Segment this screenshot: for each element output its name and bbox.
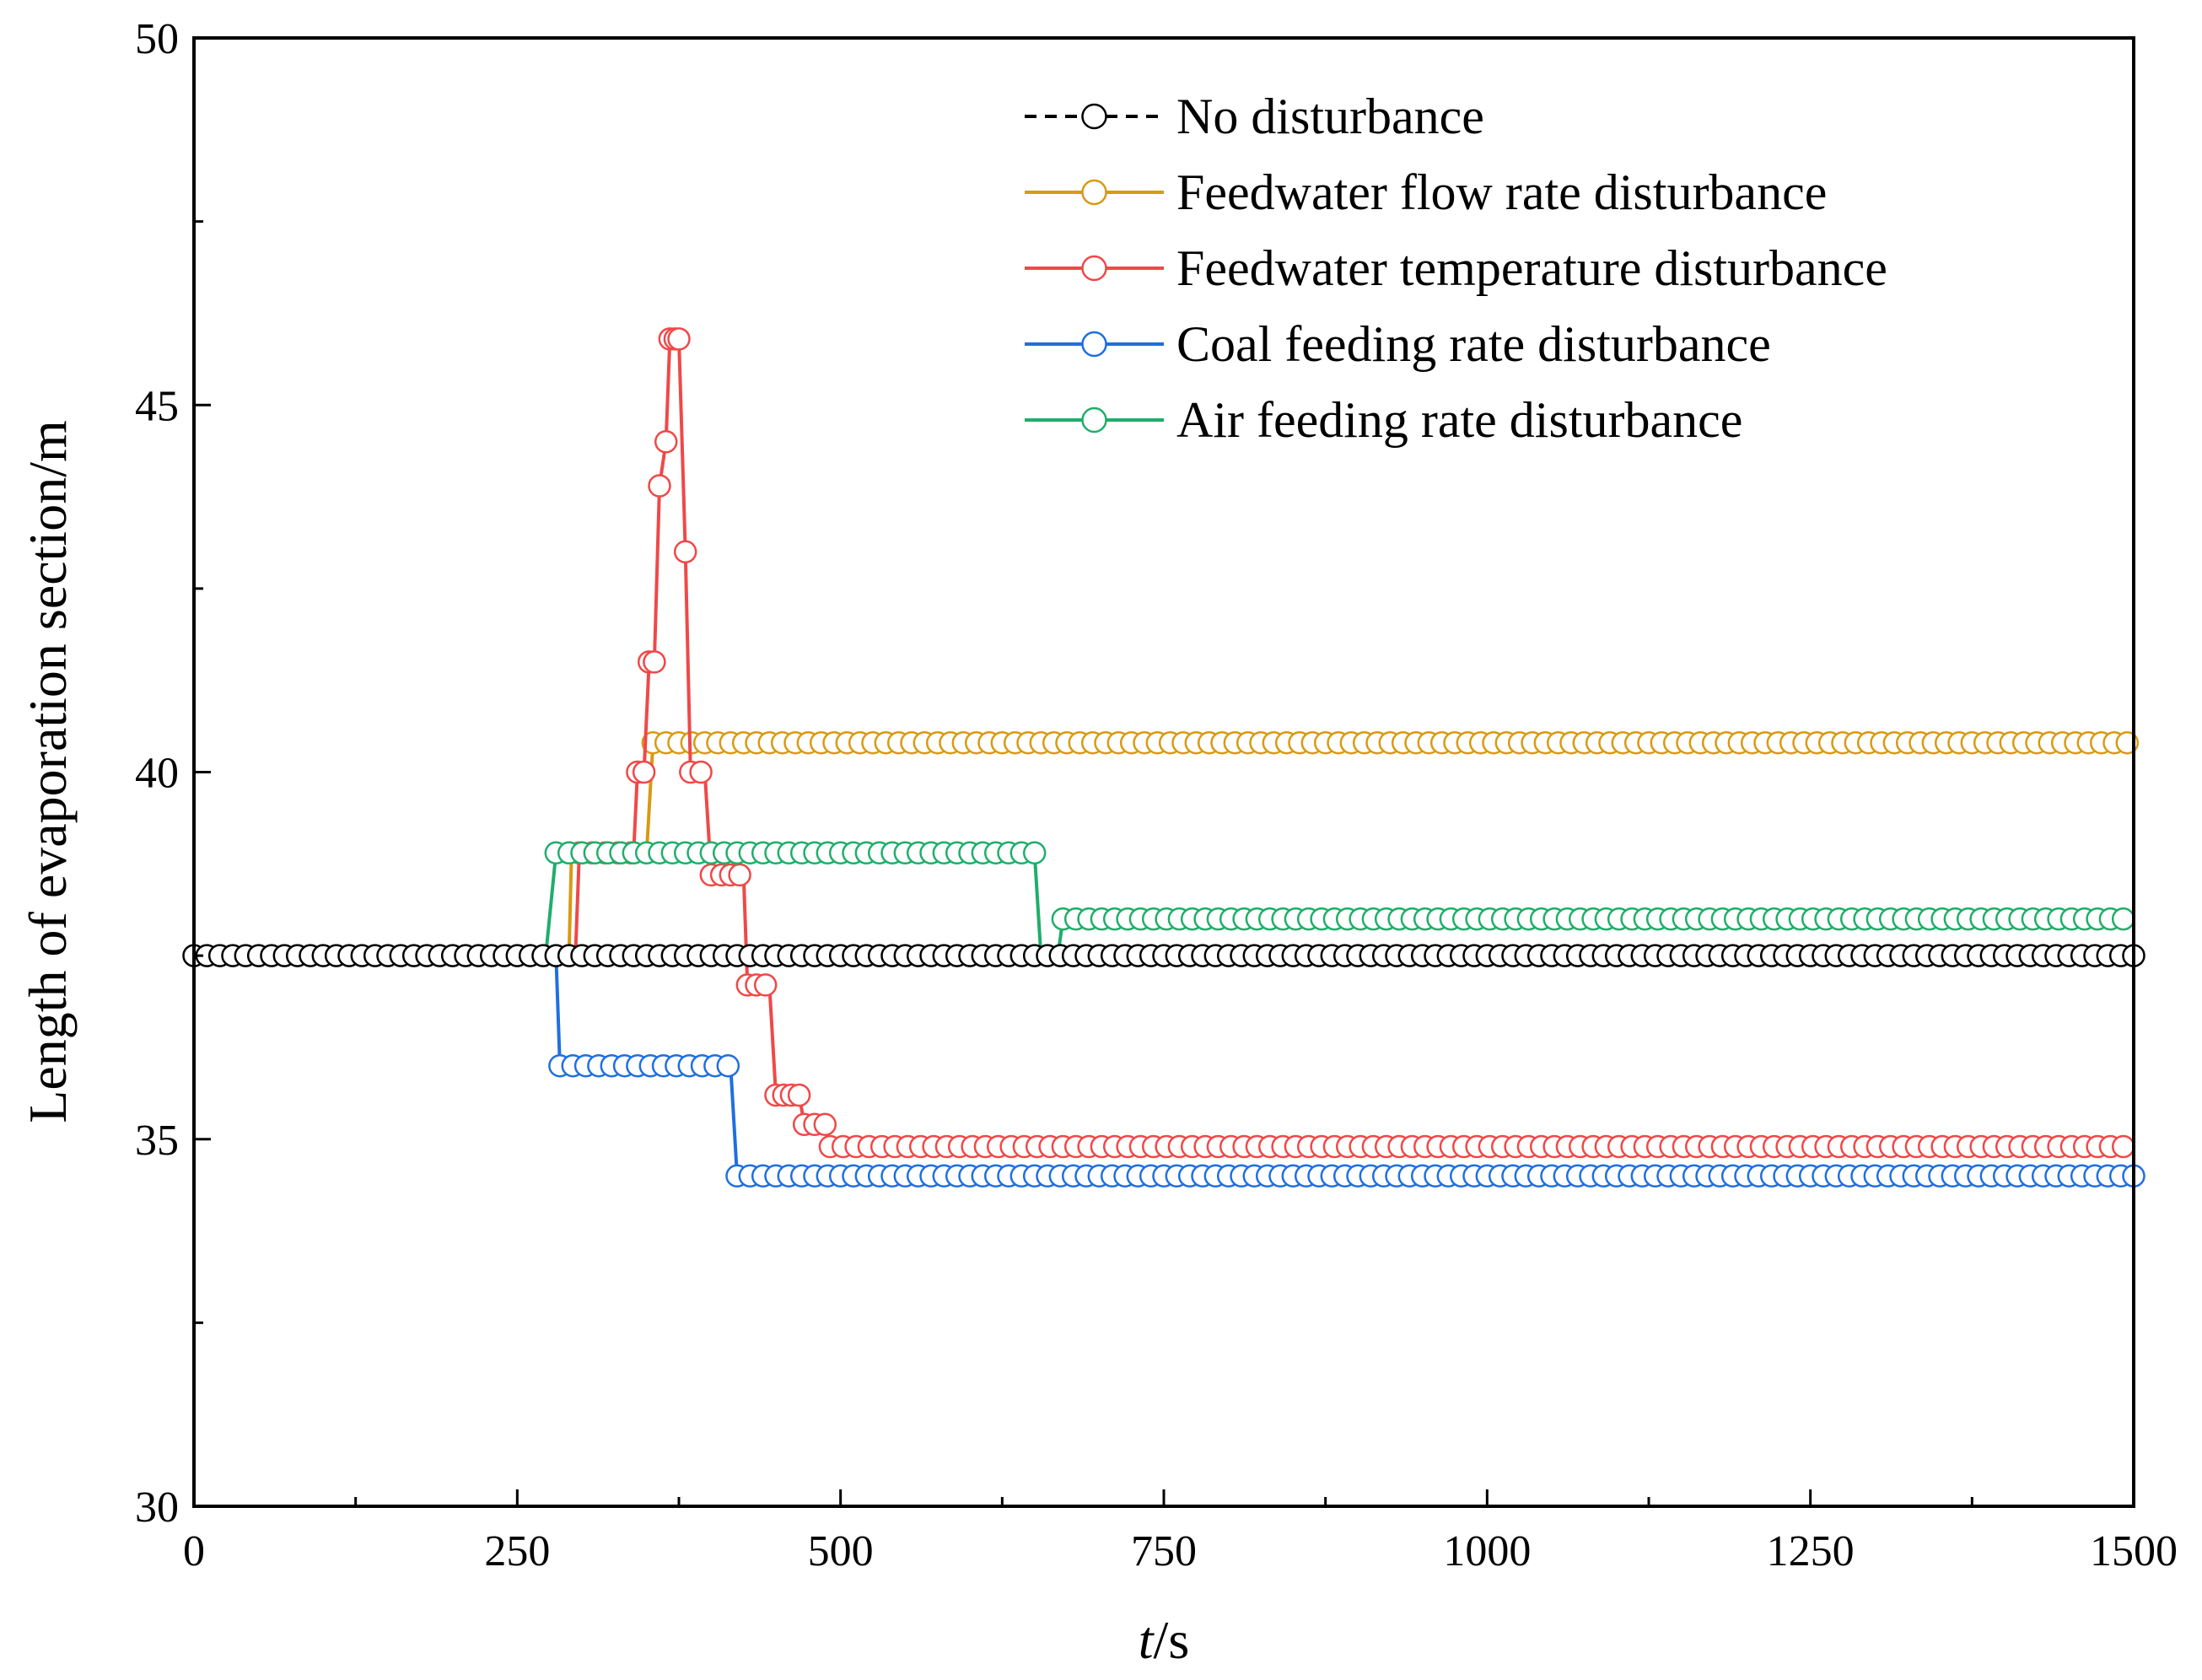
y-axis-title: Length of evaporation section/m bbox=[18, 420, 78, 1123]
feedwater-temperature-marker bbox=[643, 650, 666, 674]
x-tick-label: 0 bbox=[183, 1527, 205, 1575]
y-tick-label: 30 bbox=[135, 1483, 179, 1532]
legend-item-air-feeding: Air feeding rate disturbance bbox=[1025, 392, 1742, 448]
x-axis-title: t/s bbox=[1139, 1610, 1189, 1670]
series-layer bbox=[182, 327, 2145, 1188]
x-tick-label: 1500 bbox=[2090, 1527, 2178, 1575]
feedwater-temperature-marker bbox=[654, 430, 678, 454]
air-feeding-marker bbox=[1022, 841, 1047, 865]
plot-area: 0 250 500 750 1000 1250 1500 30 35 40 45 50 bbox=[135, 15, 2178, 1575]
legend-item-feedwater-flow: Feedwater flow rate disturbance bbox=[1025, 164, 1827, 220]
legend-marker bbox=[1081, 255, 1107, 282]
series-feedwater-flow bbox=[194, 730, 2140, 958]
series-no-disturbance bbox=[182, 944, 2145, 967]
feedwater-temperature-marker bbox=[2111, 1134, 2135, 1159]
legend-item-coal-feeding: Coal feeding rate disturbance bbox=[1025, 316, 1771, 372]
legend-marker bbox=[1081, 331, 1107, 358]
feedwater-temperature-marker bbox=[813, 1112, 837, 1137]
air-feeding-line bbox=[194, 851, 2134, 958]
feedwater-temperature-marker bbox=[787, 1083, 811, 1107]
legend-item-feedwater-temperature: Feedwater temperature disturbance bbox=[1025, 240, 1887, 296]
series-air-feeding bbox=[194, 841, 2135, 958]
x-tick-label: 250 bbox=[484, 1527, 550, 1575]
legend-marker bbox=[1081, 103, 1107, 130]
feedwater-temperature-marker bbox=[673, 540, 697, 564]
legend-marker bbox=[1081, 179, 1107, 206]
legend-label: No disturbance bbox=[1176, 89, 1484, 144]
feedwater-temperature-marker bbox=[689, 760, 713, 784]
series-coal-feeding bbox=[194, 954, 2145, 1188]
feedwater-temperature-marker bbox=[632, 760, 656, 784]
y-tick-label: 40 bbox=[135, 750, 179, 798]
x-tick-label: 1000 bbox=[1443, 1527, 1531, 1575]
x-tick-label: 500 bbox=[808, 1527, 874, 1575]
x-axis-title-unit: /s bbox=[1154, 1610, 1190, 1670]
feedwater-temperature-marker bbox=[728, 863, 751, 887]
y-tick-label: 45 bbox=[135, 382, 179, 430]
air-feeding-marker bbox=[2111, 907, 2135, 931]
legend: No disturbance Feedwater flow rate distur… bbox=[1025, 89, 1887, 448]
legend-label: Coal feeding rate disturbance bbox=[1176, 316, 1771, 372]
feedwater-temperature-marker bbox=[648, 474, 671, 498]
y-tick-label: 50 bbox=[135, 15, 179, 63]
axis-ticks: 0 250 500 750 1000 1250 1500 30 35 40 45 50 bbox=[135, 15, 2178, 1575]
x-tick-label: 1250 bbox=[1767, 1527, 1855, 1575]
legend-label: Feedwater flow rate disturbance bbox=[1176, 164, 1827, 220]
x-axis-title-symbol: t bbox=[1139, 1610, 1155, 1670]
legend-item-no-disturbance: No disturbance bbox=[1025, 89, 1484, 144]
feedwater-temperature-marker bbox=[667, 327, 691, 351]
legend-label: Feedwater temperature disturbance bbox=[1176, 240, 1887, 296]
x-tick-label: 750 bbox=[1131, 1527, 1197, 1575]
feedwater-temperature-marker bbox=[753, 973, 778, 997]
y-tick-label: 35 bbox=[135, 1117, 179, 1165]
legend-label: Air feeding rate disturbance bbox=[1176, 392, 1742, 448]
legend-marker bbox=[1081, 407, 1107, 433]
coal-feeding-marker bbox=[716, 1053, 740, 1078]
